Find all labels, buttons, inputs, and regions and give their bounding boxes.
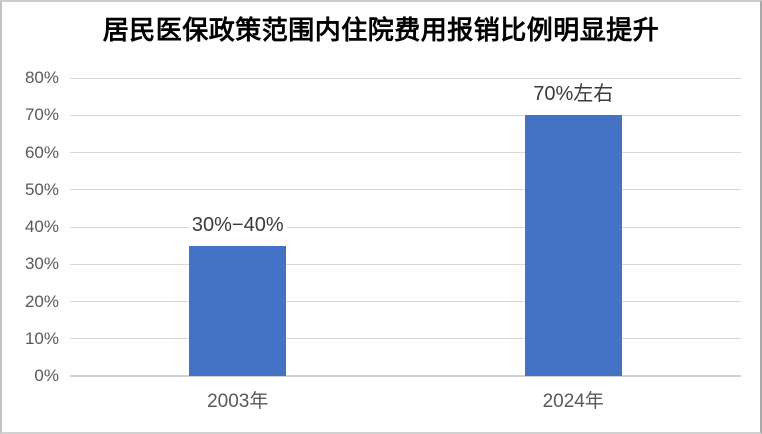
gridline [70, 263, 741, 265]
y-axis-tick-label: 80% [24, 68, 59, 87]
x-axis-label: 2003年 [207, 391, 269, 412]
baseline-gridline [70, 375, 741, 377]
data-label: 30%−40% [188, 212, 287, 237]
y-axis-tick-label: 50% [24, 179, 59, 199]
gridline [70, 301, 741, 302]
gridline [70, 77, 741, 79]
bar [524, 115, 622, 376]
y-axis-tick-label: 20% [24, 291, 59, 311]
y-axis-tick-label: 10% [24, 328, 59, 348]
y-axis-tick-label: 70% [24, 105, 59, 125]
data-label: 70%左右 [530, 82, 617, 107]
gridline [70, 226, 741, 228]
gridline [70, 189, 741, 191]
y-axis-tick-label: 0% [34, 366, 59, 385]
y-axis-tick-label: 40% [24, 217, 59, 236]
gridline [70, 338, 741, 340]
y-axis-tick-label: 60% [24, 142, 59, 162]
gridline [70, 114, 741, 116]
y-axis-tick-label: 30% [24, 254, 59, 274]
x-axis-label: 2024年 [542, 391, 604, 412]
gridline [70, 152, 741, 153]
bar [189, 245, 287, 376]
chart-title: 居民医保政策范围内住院费用报销比例明显提升 [102, 15, 660, 45]
